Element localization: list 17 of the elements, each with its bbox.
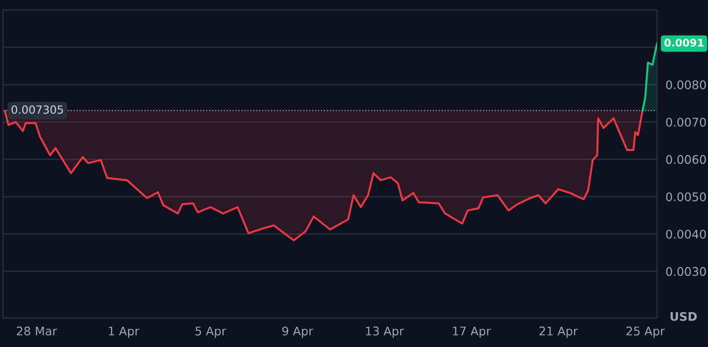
y-tick-label: 0.0070 [666, 118, 706, 127]
x-tick-label: 1 Apr [108, 326, 140, 338]
y-tick-label: 0.0080 [666, 80, 706, 90]
x-tick-label: 5 Apr [196, 326, 226, 338]
ref-line-label: 0.007305 [12, 105, 63, 114]
x-tick-label: 13 Apr [366, 326, 404, 338]
y-tick-label: 0.0040 [666, 230, 706, 239]
y-tick-label: 0.0030 [666, 267, 706, 276]
x-tick-label: 21 Apr [540, 326, 578, 338]
x-tick-label: 9 Apr [282, 326, 314, 338]
x-tick-label: 25 Apr [626, 326, 665, 338]
y-tick-label: 0.0060 [666, 155, 706, 164]
annotation: 0.0091 [664, 38, 704, 47]
y-tick-label: 0.0050 [666, 192, 706, 202]
x-tick-label: 17 Apr [453, 326, 491, 338]
text: USD [670, 312, 697, 321]
x-tick-label: 28 Mar [16, 326, 58, 336]
